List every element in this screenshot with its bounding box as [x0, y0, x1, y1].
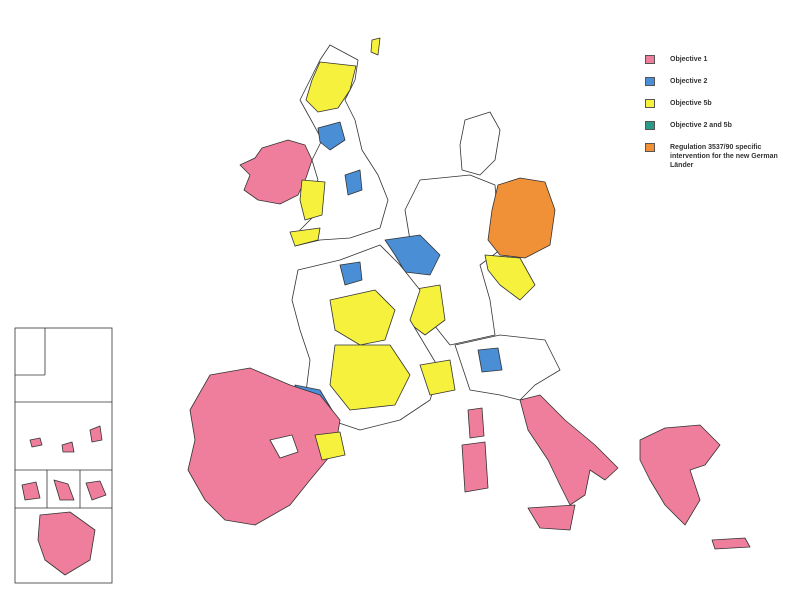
- france-5b: [419, 359, 456, 396]
- insets: [14, 327, 113, 584]
- legend-label: Objective 2: [670, 78, 708, 85]
- france-5b: [329, 289, 396, 346]
- benelux-2: [384, 234, 441, 276]
- legend-item: Objective 2: [645, 77, 785, 87]
- crete: [711, 537, 751, 550]
- legend-swatch: [645, 55, 655, 64]
- italy-2: [477, 347, 503, 373]
- shetland: [370, 37, 381, 56]
- france-5b: [329, 344, 411, 411]
- legend-label: Objective 2 and 5b: [670, 122, 732, 129]
- italy-south: [519, 394, 619, 506]
- scotland-5b: [305, 61, 357, 113]
- inset-frame: [14, 327, 113, 584]
- legend-item: Regulation 3537/90 specific intervention…: [645, 143, 785, 170]
- legend-label: Regulation 3537/90 specific intervention…: [670, 144, 778, 169]
- italy-north: [454, 334, 561, 401]
- sicily: [527, 504, 576, 531]
- legend-swatch: [645, 99, 655, 108]
- legend-swatch: [645, 121, 655, 130]
- greece: [639, 424, 721, 526]
- canaries: [29, 425, 103, 453]
- france-2: [339, 261, 363, 286]
- legend-item: Objective 5b: [645, 99, 785, 109]
- legend-label: Objective 1: [670, 56, 708, 63]
- sardinia: [461, 441, 489, 493]
- denmark: [459, 111, 501, 176]
- legend-swatch: [645, 143, 655, 152]
- legend-item: Objective 1: [645, 55, 785, 65]
- ireland: [239, 139, 313, 205]
- reunion: [85, 480, 107, 501]
- gb-objective-2: [317, 121, 346, 151]
- gb-objective-2: [344, 169, 363, 196]
- legend: Objective 1 Objective 2 Objective 5b Object…: [645, 55, 785, 182]
- legend-label: Objective 5b: [670, 100, 712, 107]
- guyane: [37, 511, 96, 576]
- madrid: [269, 434, 299, 459]
- legend-swatch: [645, 77, 655, 86]
- new-german-lander: [487, 177, 556, 259]
- gb-5b: [299, 179, 326, 221]
- iberia: [187, 367, 341, 526]
- martinique: [53, 479, 75, 501]
- corsica: [467, 407, 485, 439]
- guadeloupe: [21, 481, 41, 501]
- germany-5b: [484, 254, 536, 301]
- gb-5b: [289, 227, 321, 247]
- legend-item: Objective 2 and 5b: [645, 121, 785, 131]
- spain-5b: [314, 431, 346, 461]
